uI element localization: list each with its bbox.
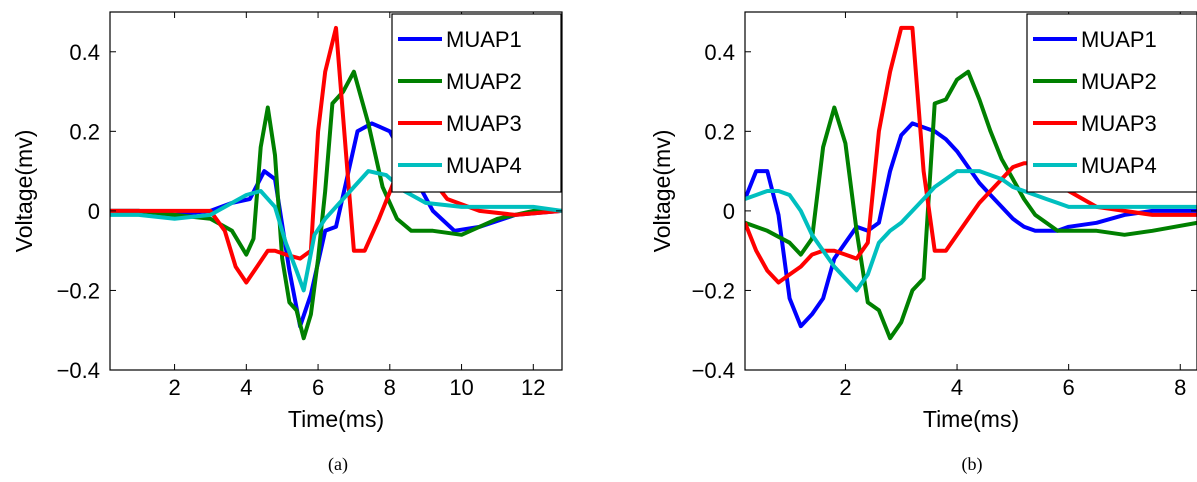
legend: MUAP1 MUAP2 MUAP3 MUAP4	[391, 13, 562, 193]
series-line-muap1	[745, 121, 1197, 329]
x-tick-label: 4	[240, 375, 252, 400]
x-tick-label: 12	[521, 375, 545, 400]
legend-label-muap3: MUAP3	[446, 111, 522, 136]
series-line-muap2	[110, 69, 562, 341]
panel-caption: (a)	[328, 454, 348, 475]
chart-panel-1: 2 4 6 8 −0.4 −0.2 0 0.2 0.4 Time(ms) Voltage(mv) MU…	[649, 11, 1197, 475]
legend-label-muap1: MUAP1	[1081, 27, 1157, 52]
y-tick-label: 0	[723, 199, 735, 224]
x-tick-label: 10	[449, 375, 473, 400]
legend-label-muap4: MUAP4	[446, 153, 522, 178]
y-tick-label: −0.2	[57, 278, 100, 303]
x-tick-label: 4	[951, 375, 963, 400]
series-line-muap4	[110, 169, 562, 293]
plot-frame	[744, 11, 1197, 371]
legend-label-muap2: MUAP2	[446, 69, 522, 94]
plot-frame	[109, 11, 563, 371]
x-tick-label: 8	[384, 375, 396, 400]
legend-box	[1026, 13, 1197, 193]
x-tick-label: 6	[1063, 375, 1075, 400]
x-axis-label: Time(ms)	[288, 406, 384, 432]
y-tick-label: 0.4	[69, 40, 100, 65]
panel-caption: (b)	[962, 454, 983, 475]
y-tick-label: 0.2	[69, 119, 100, 144]
legend: MUAP1 MUAP2 MUAP3 MUAP4	[1026, 13, 1197, 193]
x-tick-label: 2	[839, 375, 851, 400]
legend-box	[391, 13, 562, 193]
series-line-muap4	[745, 169, 1197, 293]
series-line-muap2	[745, 69, 1197, 341]
y-tick-label: 0	[88, 199, 100, 224]
y-tick-label: 0.4	[704, 40, 735, 65]
y-tick-label: −0.2	[692, 278, 735, 303]
x-axis-label: Time(ms)	[923, 406, 1019, 432]
y-axis-label: Voltage(mv)	[649, 130, 675, 253]
legend-label-muap3: MUAP3	[1081, 111, 1157, 136]
x-tick-label: 8	[1174, 375, 1186, 400]
legend-label-muap1: MUAP1	[446, 27, 522, 52]
x-tick-label: 6	[312, 375, 324, 400]
chart-panel-0: 2 4 6 8 10 12 −0.4 −0.2 0 0.2 0.4 Time(ms) Voltage(m…	[11, 11, 563, 475]
legend-label-muap2: MUAP2	[1081, 69, 1157, 94]
legend-label-muap4: MUAP4	[1081, 153, 1157, 178]
y-tick-label: 0.2	[704, 119, 735, 144]
x-tick-label: 2	[168, 375, 180, 400]
y-tick-label: −0.4	[57, 358, 100, 383]
y-tick-label: −0.4	[692, 358, 735, 383]
y-axis-label: Voltage(mv)	[11, 130, 37, 253]
